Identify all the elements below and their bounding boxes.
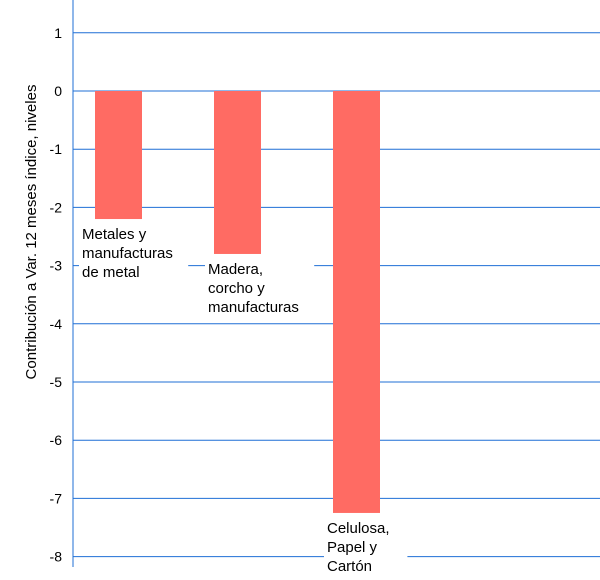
y-tick-label: -5	[50, 374, 63, 390]
category-label-line: Madera,	[208, 261, 263, 278]
category-label-background	[79, 224, 189, 286]
category-label-line: manufacturas	[208, 299, 299, 316]
category-label-line: Papel y	[327, 539, 378, 556]
category-label-background	[324, 517, 408, 579]
y-tick-label: -8	[50, 549, 63, 565]
category-label-line: Metales y	[82, 226, 147, 243]
bar	[333, 91, 380, 513]
bar	[95, 91, 142, 220]
category-label-line: manufacturas	[82, 245, 173, 262]
category-label-line: Celulosa,	[327, 520, 390, 537]
y-tick-label: 0	[54, 83, 62, 99]
y-tick-label: -4	[50, 316, 63, 332]
y-tick-label: -1	[50, 141, 63, 157]
category-label-line: corcho y	[208, 280, 265, 297]
bar	[214, 91, 261, 254]
y-tick-label: -7	[50, 490, 63, 506]
category-label-background	[205, 258, 315, 320]
y-tick-label: -3	[50, 258, 63, 274]
category-label-line: de metal	[82, 264, 140, 281]
y-tick-label: -2	[50, 199, 63, 215]
category-labels: Metales y manufacturas de metal Madera, corc…	[79, 224, 408, 579]
y-tick-label: -6	[50, 432, 63, 448]
y-tick-labels: 1 0 -1 -2 -3 -4 -5 -6 -7 -8	[50, 25, 63, 565]
y-axis-label: Contribución a Var. 12 meses índice, niv…	[23, 85, 40, 380]
y-tick-label: 1	[54, 25, 62, 41]
bars	[95, 91, 380, 513]
category-label: Celulosa, Papel y Cartón	[327, 520, 390, 575]
category-label: Metales y manufacturas de metal	[82, 226, 173, 281]
category-label: Madera, corcho y manufacturas	[208, 261, 299, 316]
category-label-line: Cartón	[327, 558, 372, 575]
